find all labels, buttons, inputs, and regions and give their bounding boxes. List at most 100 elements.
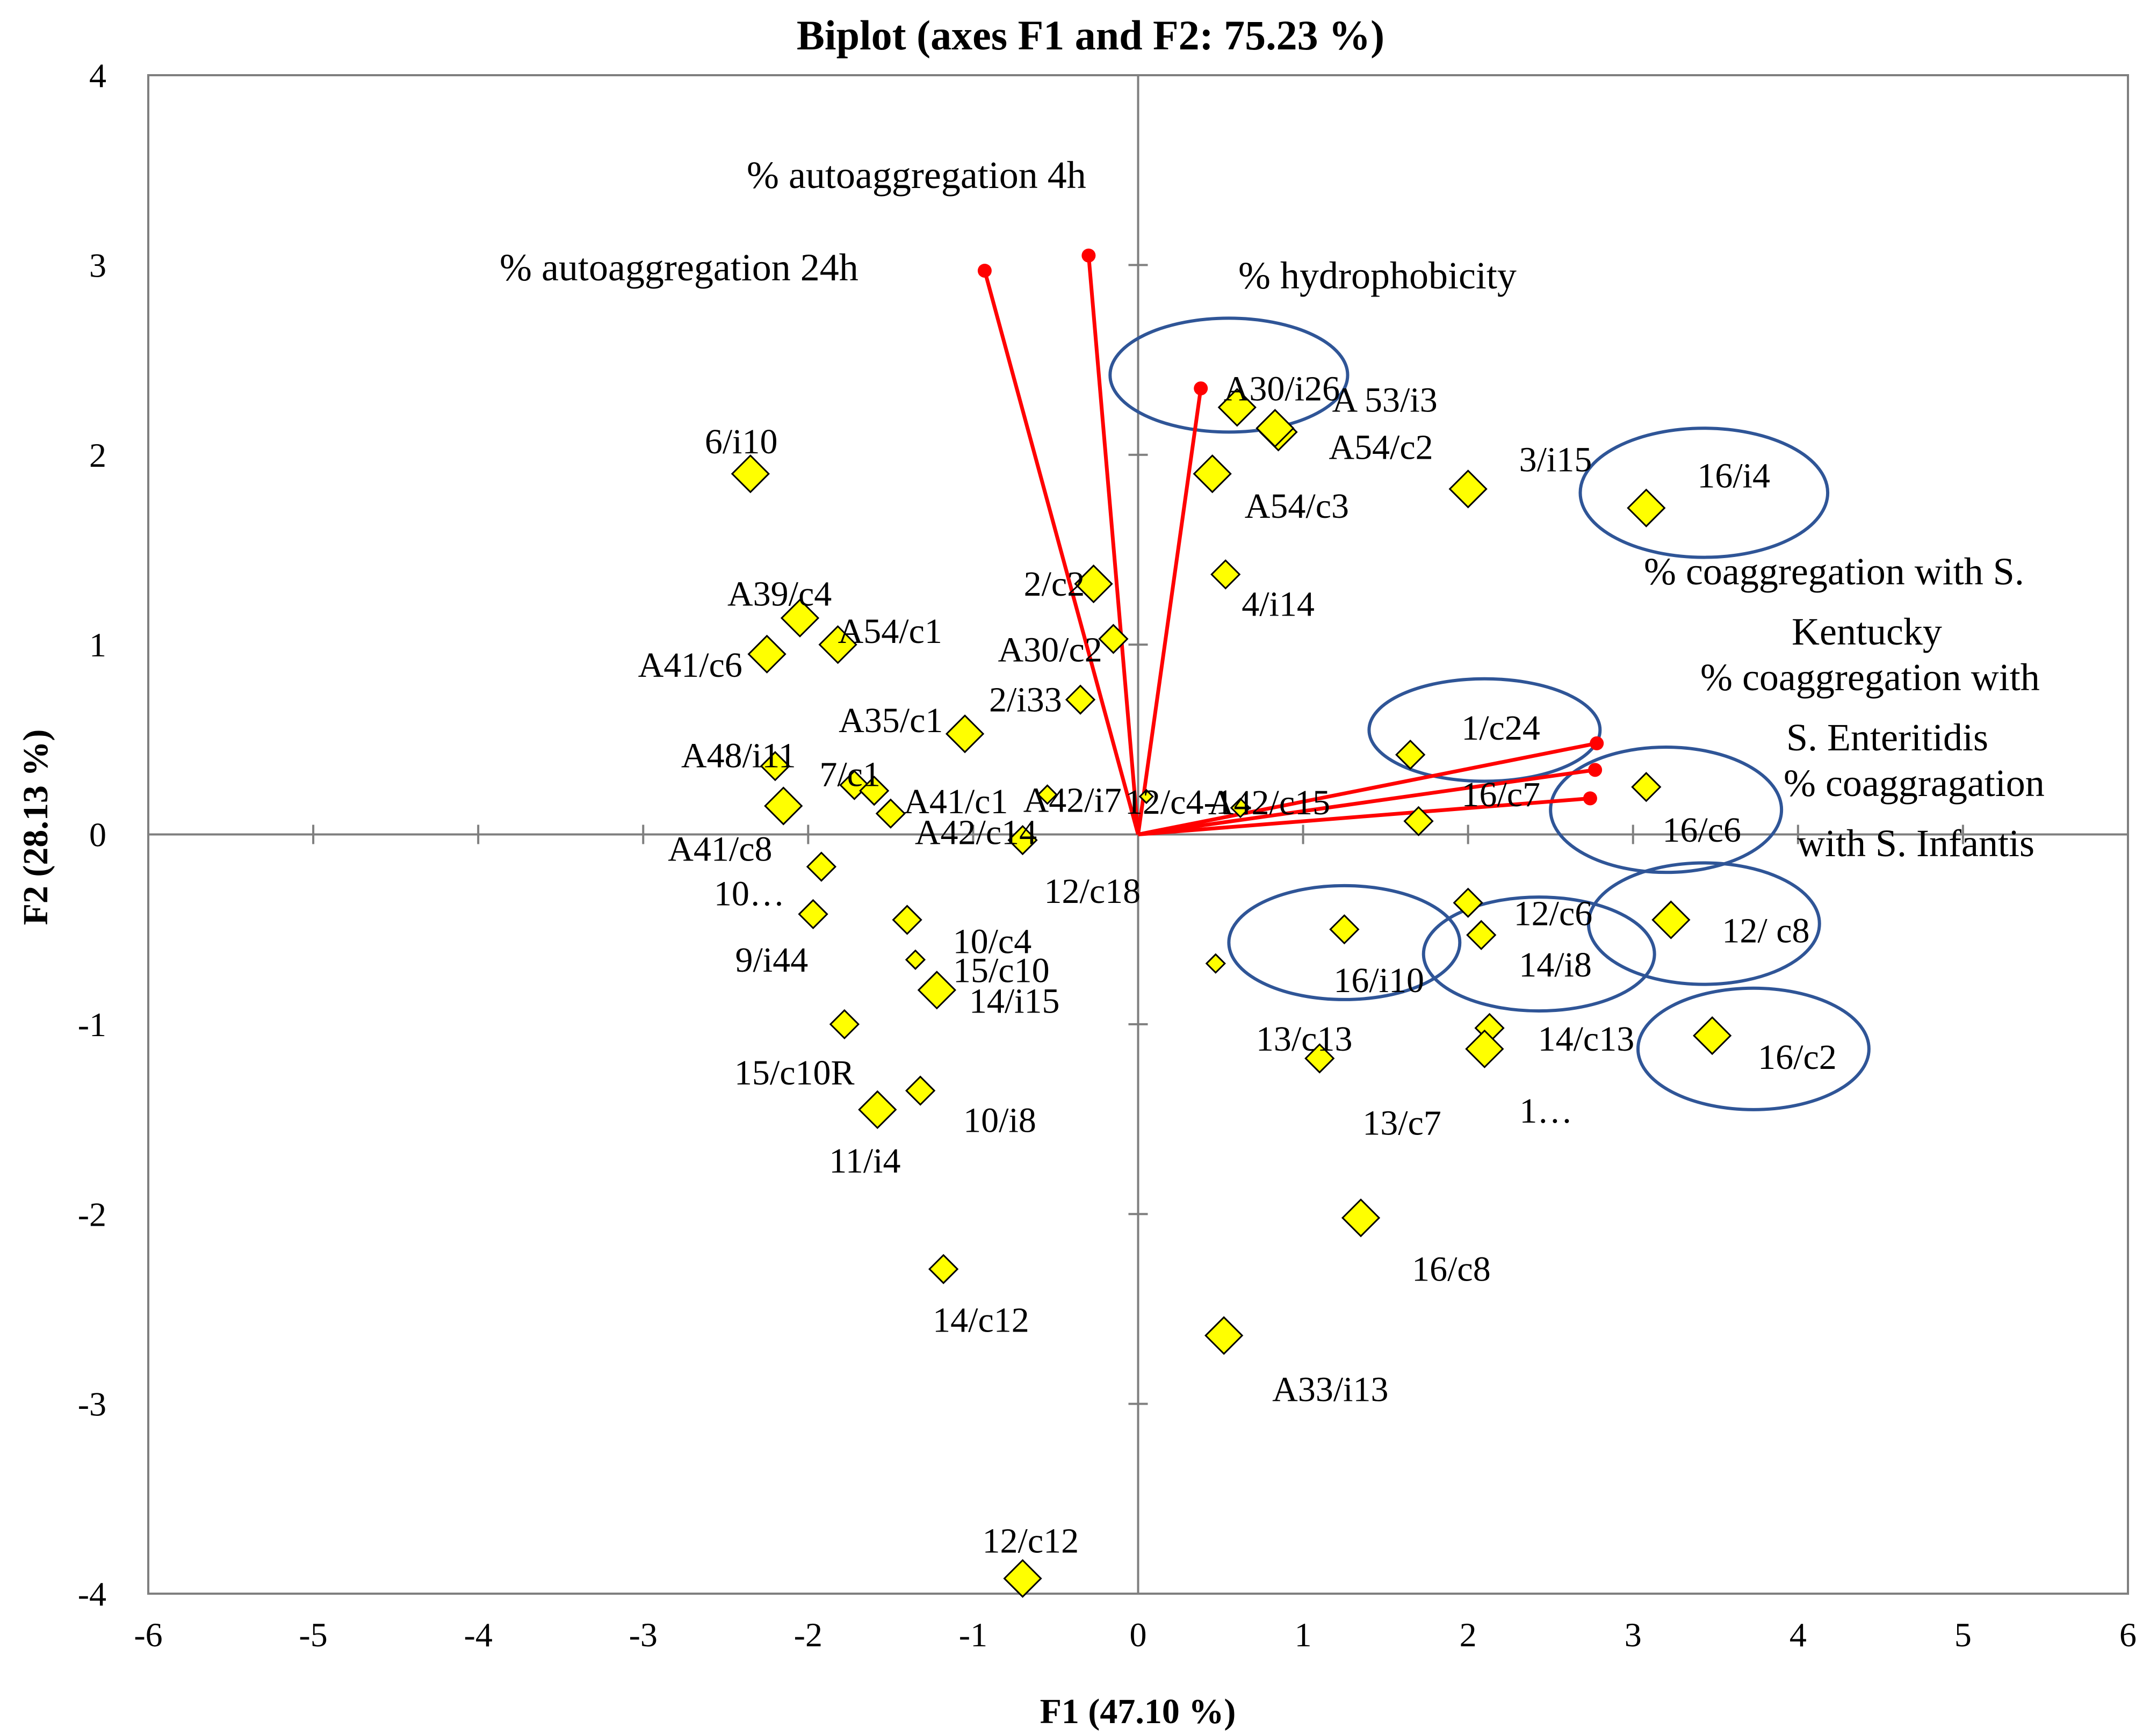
point-label: 10/i8 bbox=[963, 1101, 1036, 1140]
data-point bbox=[1631, 772, 1662, 802]
point-label: A54/c2 bbox=[1329, 428, 1433, 467]
y-tick-label: -2 bbox=[78, 1195, 106, 1233]
point-label: A39/c4 bbox=[727, 575, 832, 614]
variable-label: % autoaggregation 4h bbox=[747, 154, 1086, 197]
highlight-ellipse bbox=[1636, 986, 1871, 1111]
point-label: A41/c6 bbox=[638, 646, 742, 685]
data-point bbox=[1065, 684, 1096, 715]
data-point bbox=[1193, 454, 1232, 494]
highlight-ellipses bbox=[1108, 316, 1871, 1111]
data-point bbox=[928, 1254, 959, 1284]
point-label: 12/ c8 bbox=[1722, 912, 1809, 951]
y-tick-label: -1 bbox=[78, 1006, 106, 1044]
data-point bbox=[818, 625, 857, 664]
labels: % autoaggregation 4h % autoaggregation 24… bbox=[500, 154, 2045, 1561]
variable-label: % hydrophobicity bbox=[1238, 254, 1517, 297]
point-label: 13/c13 bbox=[1256, 1019, 1353, 1059]
point-label: A41/c1 bbox=[904, 782, 1008, 821]
point-label: 1/c24 bbox=[1461, 708, 1540, 748]
point-label: 14/i15 bbox=[969, 981, 1060, 1021]
data-point bbox=[858, 1090, 897, 1130]
point-label: A30/c2 bbox=[998, 631, 1102, 670]
point-label: 2/c2 bbox=[1024, 565, 1085, 604]
variable-label: with S. Infantis bbox=[1797, 822, 2034, 865]
variable-vector-tip bbox=[1588, 763, 1603, 777]
x-tick-label: 3 bbox=[1625, 1616, 1642, 1654]
data-point bbox=[1098, 624, 1129, 654]
point-label: 11/i4 bbox=[829, 1141, 900, 1181]
data-point bbox=[1074, 564, 1113, 604]
data-point bbox=[1651, 900, 1691, 939]
point-label: 1… bbox=[1519, 1091, 1572, 1131]
variable-vector-tip bbox=[1590, 736, 1604, 750]
variable-vector bbox=[983, 270, 1140, 835]
point-label: 10/c4 bbox=[953, 922, 1032, 961]
variable-label: S. Enteritidis bbox=[1786, 716, 1988, 759]
point-label: A42/i7 bbox=[1023, 780, 1122, 820]
y-tick-label: 0 bbox=[89, 816, 106, 854]
x-tick-label: 1 bbox=[1295, 1616, 1312, 1654]
variable-vector bbox=[1086, 255, 1140, 835]
variable-vector-tip bbox=[977, 263, 992, 278]
data-point bbox=[798, 899, 828, 930]
point-label: 3/i15 bbox=[1519, 440, 1592, 479]
data-point bbox=[1693, 1016, 1732, 1055]
data-point bbox=[945, 714, 985, 754]
variable-label: % coaggregation with S. bbox=[1644, 550, 2024, 593]
y-tick-label: -3 bbox=[78, 1385, 106, 1423]
x-tick-label: -6 bbox=[134, 1616, 162, 1654]
point-label: A33/i13 bbox=[1272, 1370, 1388, 1409]
point-label: 15/c10 bbox=[953, 951, 1050, 990]
variable-label: % autoaggregation 24h bbox=[500, 246, 858, 289]
data-point bbox=[764, 786, 803, 826]
data-point bbox=[1466, 920, 1497, 950]
point-label: 14/c13 bbox=[1538, 1019, 1635, 1059]
data-point bbox=[829, 1009, 860, 1039]
data-point bbox=[892, 905, 922, 935]
data-point bbox=[1003, 1559, 1042, 1598]
chart-title: Biplot (axes F1 and F2: 75.23 %) bbox=[797, 12, 1384, 59]
highlight-ellipse bbox=[1578, 426, 1830, 559]
y-tick-label: 3 bbox=[89, 246, 106, 284]
data-point bbox=[1448, 469, 1488, 509]
highlight-ellipse bbox=[1227, 884, 1462, 1001]
data-point bbox=[1230, 797, 1251, 819]
variable-vector-tip bbox=[1194, 381, 1208, 396]
point-label: 14/i8 bbox=[1519, 945, 1592, 985]
point-label: 15/c10R bbox=[734, 1053, 855, 1093]
x-tick-label: 5 bbox=[1954, 1616, 1972, 1654]
data-point bbox=[1205, 953, 1226, 974]
data-point bbox=[1256, 409, 1295, 448]
highlight-ellipse bbox=[1586, 861, 1821, 986]
point-label: 7/c1 bbox=[819, 755, 881, 794]
point-label: 16/i4 bbox=[1697, 457, 1770, 496]
data-point bbox=[905, 949, 926, 970]
point-label: A 53/i3 bbox=[1332, 380, 1438, 419]
data-point bbox=[1217, 388, 1257, 427]
data-point bbox=[1627, 488, 1666, 527]
point-label: 16/i10 bbox=[1333, 961, 1424, 1000]
data-point bbox=[1329, 914, 1360, 945]
point-label: 12/c12 bbox=[983, 1522, 1079, 1561]
point-label: A30/i26 bbox=[1224, 369, 1340, 408]
data-point bbox=[1304, 1043, 1335, 1074]
data-point bbox=[1465, 1029, 1504, 1068]
highlight-ellipse bbox=[1367, 677, 1602, 783]
data-point bbox=[875, 798, 906, 829]
data-point bbox=[905, 1075, 936, 1106]
x-tick-label: 0 bbox=[1130, 1616, 1147, 1654]
point-label: 16/c6 bbox=[1662, 811, 1741, 850]
observation-points bbox=[731, 388, 1732, 1598]
x-tick-label: 2 bbox=[1460, 1616, 1477, 1654]
variable-vector bbox=[1138, 768, 1596, 836]
point-label: 12/c4-1 bbox=[1125, 783, 1233, 822]
point-label: 10… bbox=[714, 874, 785, 914]
x-tick-label: -3 bbox=[629, 1616, 658, 1654]
point-label: A42/c15 bbox=[1208, 783, 1330, 822]
data-point bbox=[731, 454, 770, 494]
point-label: 16/c2 bbox=[1758, 1038, 1837, 1077]
data-point bbox=[1037, 784, 1058, 805]
data-point bbox=[1204, 1316, 1244, 1355]
variable-vector bbox=[1136, 388, 1203, 835]
